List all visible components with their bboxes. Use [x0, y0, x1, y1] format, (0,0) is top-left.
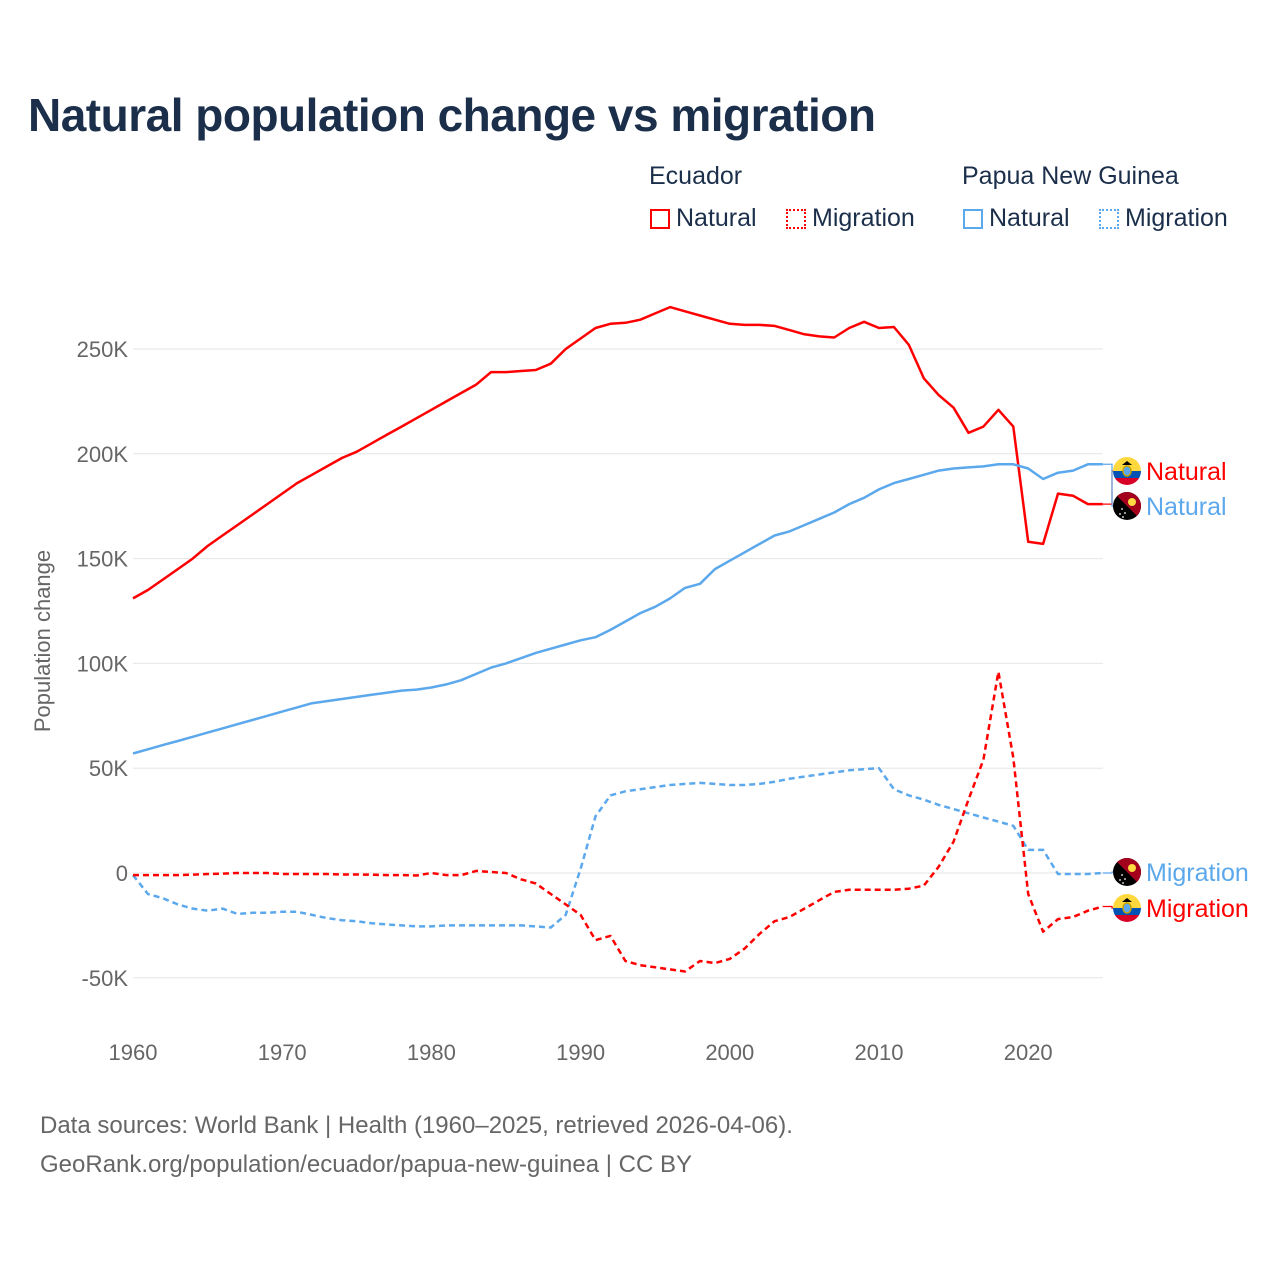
footer-link[interactable]: GeoRank.org/population/ecuador/papua-new…	[40, 1151, 692, 1178]
legend-label: Migration	[812, 204, 915, 232]
legend-group-ecuador: Ecuador	[649, 162, 743, 190]
legend-group-png: Papua New Guinea	[962, 162, 1179, 190]
y-tick-label: 50K	[89, 756, 128, 781]
flag-red	[1113, 915, 1141, 922]
legend-png-natural[interactable]: Natural	[963, 204, 1070, 233]
series-line-3	[133, 670, 1104, 973]
end-label: Migration	[1146, 895, 1249, 923]
legend-png-migration[interactable]: Migration	[1099, 204, 1228, 233]
flag-star	[1124, 878, 1126, 880]
end-connector	[1102, 905, 1114, 909]
footer: Data sources: World Bank | Health (1960–…	[40, 1106, 793, 1184]
ecuador-flag-icon	[1113, 457, 1141, 485]
png-flag-icon	[1113, 858, 1141, 886]
ecuador-flag-icon	[1113, 894, 1141, 922]
png-flag-icon	[1113, 492, 1141, 520]
end-label: Natural	[1146, 458, 1227, 486]
x-tick-label: 1990	[556, 1040, 605, 1065]
footer-sources: Data sources: World Bank | Health (1960–…	[40, 1112, 793, 1139]
legend-ecuador-natural[interactable]: Natural	[650, 204, 757, 233]
flag-star	[1121, 508, 1123, 510]
series-line-2	[132, 766, 1103, 929]
end-connector	[1102, 463, 1114, 507]
y-tick-label: 0	[116, 861, 128, 886]
y-tick-label: -50K	[82, 966, 129, 991]
flag-emblem	[1122, 902, 1132, 914]
end-label: Natural	[1146, 493, 1227, 521]
x-tick-label: 1960	[109, 1040, 158, 1065]
x-tick-label: 1980	[407, 1040, 456, 1065]
flag-star	[1122, 516, 1124, 518]
series-line-1	[132, 463, 1103, 755]
end-label: Migration	[1146, 859, 1249, 887]
end-connector	[1102, 871, 1114, 874]
flag-star	[1124, 512, 1126, 514]
y-tick-label: 150K	[77, 547, 129, 572]
legend-swatch-dotted-blue	[1099, 208, 1119, 229]
legend-label: Natural	[676, 204, 757, 232]
x-tick-label: 2020	[1004, 1040, 1053, 1065]
legend-swatch-dotted-red	[786, 208, 806, 229]
flag-emblem	[1122, 465, 1132, 477]
flag-body	[1113, 457, 1141, 485]
legend-label: Migration	[1125, 204, 1228, 232]
legend-ecuador-migration[interactable]: Migration	[786, 204, 915, 233]
legend-label: Natural	[989, 204, 1070, 232]
x-tick-label: 2010	[855, 1040, 904, 1065]
flag-body	[1113, 492, 1141, 520]
flag-star	[1122, 882, 1124, 884]
legend-swatch-solid-blue	[963, 208, 983, 229]
flag-bird	[1128, 864, 1136, 872]
flag-condor	[1122, 898, 1132, 902]
flag-red	[1113, 478, 1141, 485]
y-axis-label: Population change	[30, 550, 55, 732]
flag-condor	[1122, 461, 1132, 465]
x-tick-label: 1970	[258, 1040, 307, 1065]
y-tick-label: 250K	[77, 337, 129, 362]
series-line-0	[132, 305, 1103, 600]
y-tick-label: 100K	[77, 651, 129, 676]
y-tick-label: 200K	[77, 442, 129, 467]
flag-star	[1121, 874, 1123, 876]
flag-body	[1113, 858, 1141, 886]
flag-star	[1119, 513, 1121, 515]
flag-star	[1119, 879, 1121, 881]
x-tick-label: 2000	[705, 1040, 754, 1065]
flag-body	[1113, 894, 1141, 922]
legend-swatch-solid-red	[650, 208, 670, 229]
chart-title: Natural population change vs migration	[28, 89, 876, 141]
flag-bird	[1128, 498, 1136, 506]
